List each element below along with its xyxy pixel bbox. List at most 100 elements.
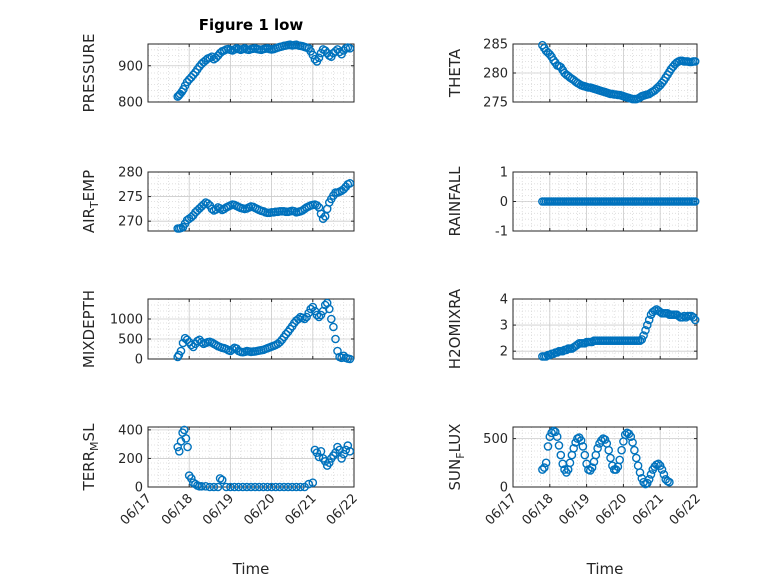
data-point <box>176 346 186 356</box>
y-tick-label: 280 <box>118 166 143 181</box>
data-point <box>339 184 349 194</box>
data-point <box>341 445 351 455</box>
y-tick-label: 2 <box>500 345 508 360</box>
data-point <box>213 482 223 492</box>
data-point <box>279 482 289 492</box>
data-point <box>312 201 322 210</box>
y-axis-label: PRESSURE <box>80 34 98 113</box>
data-point <box>182 335 192 345</box>
data-point <box>259 482 268 492</box>
y-axis-label: MIXDEPTH <box>80 290 98 368</box>
data-point <box>291 482 301 492</box>
data-point <box>215 474 225 483</box>
data-point <box>639 331 648 340</box>
y-tick-label: 0 <box>135 481 143 496</box>
y-tick-label: 400 <box>118 423 143 438</box>
data-point <box>580 450 590 460</box>
y-tick-label: 280 <box>483 67 508 82</box>
data-point <box>547 428 556 438</box>
x-tick-label: 06/19 <box>200 491 237 528</box>
data-point <box>324 458 334 468</box>
data-point <box>275 482 285 492</box>
data-point <box>593 443 602 453</box>
data-point <box>646 470 656 479</box>
axes-box <box>147 298 355 360</box>
data-point <box>337 353 346 363</box>
data-point <box>183 442 192 452</box>
y-tick-label: 0 <box>500 195 508 210</box>
data-point <box>211 205 221 214</box>
data-point <box>234 482 243 492</box>
data-point <box>197 337 206 347</box>
data-point <box>271 482 281 492</box>
data-point <box>617 445 626 455</box>
series-markers <box>173 40 355 101</box>
x-axis-label: Time <box>232 560 270 578</box>
data-point <box>267 482 276 492</box>
subplot-7: 0 200 400 06/17 06/18 06/19 06/20 06/21 06/22 TER… <box>80 423 361 578</box>
x-tick-label: 06/19 <box>556 491 593 528</box>
data-point <box>626 432 636 442</box>
series-markers <box>173 178 355 233</box>
subplot-2: 275 280 285 THETA <box>446 38 700 111</box>
data-point <box>556 450 566 460</box>
subplot-4: -1 0 1 RAINFALL <box>446 166 700 240</box>
grid <box>513 172 697 231</box>
data-point <box>326 314 336 324</box>
y-tick-label: 275 <box>118 190 143 205</box>
data-point <box>250 482 260 492</box>
series-markers <box>173 298 355 364</box>
data-point <box>310 306 320 316</box>
data-point <box>565 458 575 468</box>
x-tick-label: 06/20 <box>241 491 278 528</box>
y-tick-label: 3 <box>500 319 508 334</box>
data-point <box>569 443 579 453</box>
data-point <box>207 204 217 214</box>
y-tick-label: 800 <box>118 96 143 111</box>
data-point <box>294 314 303 324</box>
grid <box>513 299 697 359</box>
x-tick-label: 06/17 <box>118 491 155 528</box>
data-point <box>230 482 239 492</box>
data-point <box>343 441 353 450</box>
data-point <box>209 482 219 492</box>
data-point <box>635 468 645 477</box>
data-point <box>186 73 196 82</box>
data-point <box>205 482 215 492</box>
data-point <box>604 445 614 455</box>
data-point <box>641 325 650 335</box>
series-markers <box>538 305 700 361</box>
x-tick-label: 06/21 <box>630 491 667 528</box>
y-axis-label: RAINFALL <box>446 166 464 237</box>
data-point <box>538 465 547 474</box>
data-point <box>275 337 285 347</box>
y-axis-label: TERRMSL <box>80 423 101 492</box>
y-axis-label: THETA <box>446 48 464 98</box>
axes-box <box>147 171 355 232</box>
y-tick-label: 285 <box>483 38 508 53</box>
data-point <box>174 446 184 456</box>
y-tick-label: 500 <box>483 432 508 447</box>
data-point <box>179 425 189 435</box>
data-point <box>254 482 264 492</box>
data-point <box>335 47 344 57</box>
data-point <box>345 44 355 53</box>
data-point <box>665 477 674 487</box>
data-point <box>203 199 212 208</box>
data-point <box>308 478 318 488</box>
y-tick-label: -1 <box>495 225 508 240</box>
data-point <box>633 461 643 471</box>
data-point <box>541 458 551 468</box>
data-point <box>690 315 700 325</box>
axes-box <box>147 43 355 103</box>
data-point <box>246 482 256 492</box>
data-point <box>324 304 334 314</box>
data-point <box>345 178 355 188</box>
data-point <box>632 453 641 463</box>
data-point <box>587 463 597 472</box>
x-axis-label: Time <box>586 560 624 578</box>
y-tick-label: 200 <box>118 452 143 467</box>
data-point <box>197 481 206 491</box>
data-point <box>281 329 291 339</box>
data-point <box>615 455 625 465</box>
